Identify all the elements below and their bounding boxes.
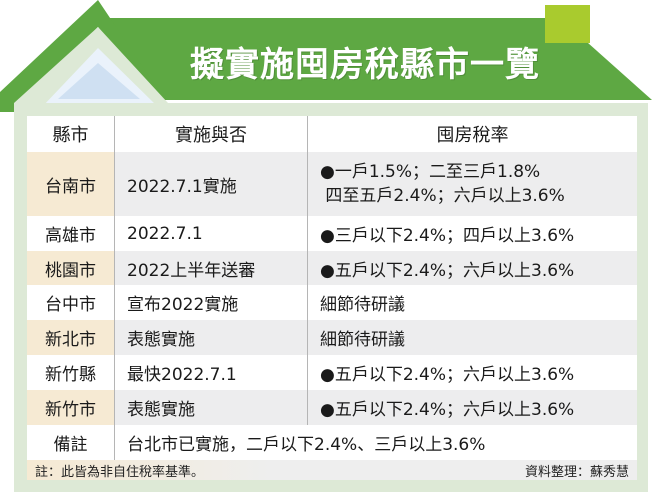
table-row: 台南市 2022.7.1實施 ●一戶1.5%；二至三戶1.8% 四至五戶2.4%… [27,152,637,216]
rate-line: 四至五戶2.4%；六戶以上3.6% [320,186,565,206]
header-city: 縣市 [27,116,115,152]
city-cell: 桃園市 [27,251,115,285]
table-row: 新竹市 表態實施 ●五戶以下2.4%；六戶以上3.6% [27,390,637,425]
status-cell: 表態實施 [115,320,308,355]
rate-cell: ●五戶以下2.4%；六戶以上3.6% [308,251,637,285]
city-cell: 高雄市 [27,216,115,251]
status-cell: 宣布2022實施 [115,285,308,320]
remark-label: 備註 [27,425,115,460]
accent-square [545,5,590,43]
rate-cell: ●五戶以下2.4%；六戶以上3.6% [308,390,637,425]
table-footer: 註：此皆為非自住稅率基準。 資料整理：蘇秀慧 [27,460,637,480]
header-status: 實施與否 [115,116,308,152]
rate-cell: ●一戶1.5%；二至三戶1.8% 四至五戶2.4%；六戶以上3.6% [308,152,637,216]
rate-line: ●一戶1.5%；二至三戶1.8% [320,162,541,182]
status-cell: 最快2022.7.1 [115,355,308,390]
rate-cell: 細節待研議 [308,285,637,320]
table-row: 新北市 表態實施 細節待研議 [27,320,637,355]
table-row: 台中市 宣布2022實施 細節待研議 [27,285,637,320]
rate-cell: ●三戶以下2.4%；四戶以上3.6% [308,216,637,251]
city-cell: 新竹市 [27,390,115,425]
table-header: 縣市 實施與否 囤房稅率 [27,116,637,152]
page-title: 擬實施囤房稅縣市一覽 [190,45,540,85]
city-cell: 新竹縣 [27,355,115,390]
table-row: 高雄市 2022.7.1 ●三戶以下2.4%；四戶以上3.6% [27,216,637,251]
footnote: 註：此皆為非自住稅率基準。 [35,464,205,480]
source-credit: 資料整理：蘇秀慧 [524,464,629,480]
table-row: 桃園市 2022上半年送審 ●五戶以下2.4%；六戶以上3.6% [27,251,637,285]
table-row: 新竹縣 最快2022.7.1 ●五戶以下2.4%；六戶以上3.6% [27,355,637,390]
status-cell: 2022.7.1 [115,216,308,251]
tax-table: 縣市 實施與否 囤房稅率 台南市 2022.7.1實施 ●一戶1.5%；二至三戶… [27,116,637,480]
status-cell: 2022.7.1實施 [115,152,308,216]
remark-text: 台北市已實施，二戶以下2.4%、三戶以上3.6% [127,435,486,455]
status-cell: 表態實施 [115,390,308,425]
window-inner [58,63,140,99]
city-cell: 台南市 [27,152,115,216]
city-cell: 新北市 [27,320,115,355]
city-cell: 台中市 [27,285,115,320]
status-cell: 2022上半年送審 [115,251,308,285]
house-roof-graphic [0,0,652,112]
title-banner [105,18,652,100]
rate-cell: 細節待研議 [308,320,637,355]
rate-cell: ●五戶以下2.4%；六戶以上3.6% [308,355,637,390]
remark-row: 備註 台北市已實施，二戶以下2.4%、三戶以上3.6% [27,425,637,460]
header-rate: 囤房稅率 [308,116,637,152]
